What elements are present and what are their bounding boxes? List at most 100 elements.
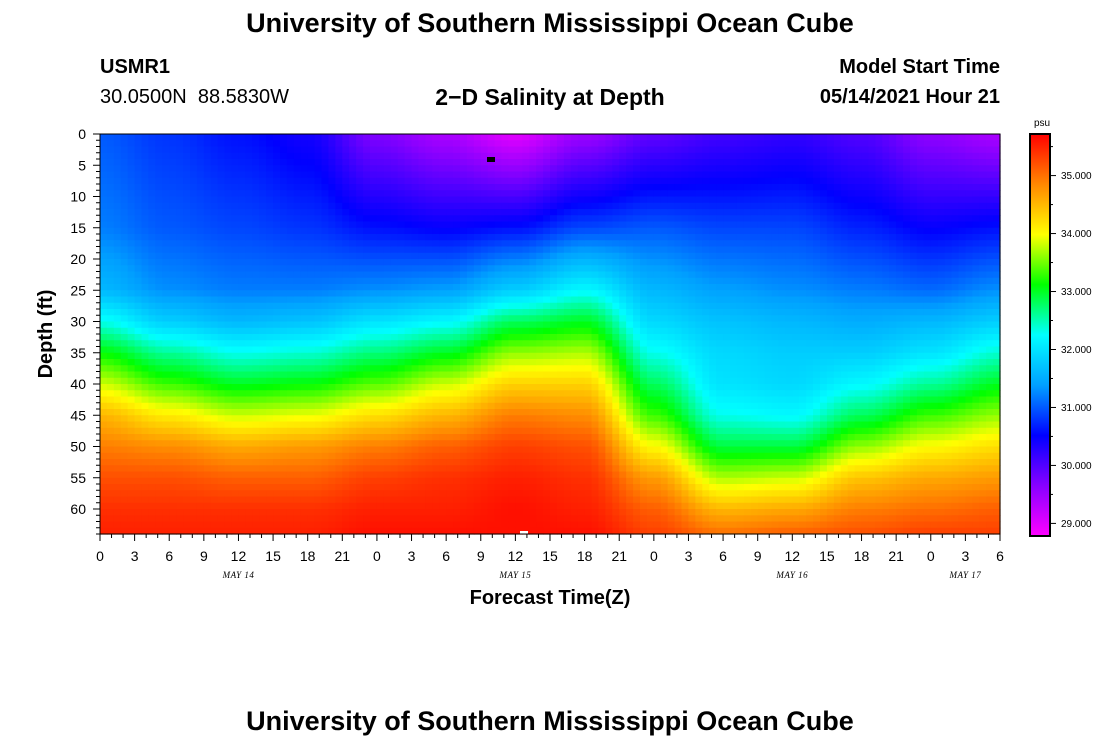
heatmap-cell <box>612 290 620 298</box>
heatmap-cell <box>411 284 420 291</box>
heatmap-cell <box>217 471 226 479</box>
heatmap-cell <box>390 502 399 510</box>
heatmap-cell <box>473 196 482 204</box>
heatmap-cell <box>563 409 572 416</box>
heatmap-cell <box>328 277 336 285</box>
heatmap-cell <box>100 146 108 154</box>
heatmap-cell <box>487 409 496 416</box>
heatmap-cell <box>556 265 565 273</box>
heatmap-cell <box>480 334 489 341</box>
heatmap-cell <box>584 271 593 279</box>
heatmap-cell <box>113 146 122 154</box>
heatmap-cell <box>598 527 606 535</box>
heatmap-cell <box>363 227 371 235</box>
heatmap-cell <box>155 484 163 491</box>
heatmap-cell <box>196 427 205 435</box>
heatmap-cell <box>619 390 627 398</box>
heatmap-cell <box>134 240 143 248</box>
heatmap-cell <box>487 477 496 485</box>
heatmap-cell <box>529 502 537 510</box>
heatmap-cell <box>328 440 336 448</box>
heatmap-cell <box>584 202 593 210</box>
heatmap-cell <box>224 390 233 398</box>
heatmap-cell <box>307 252 316 260</box>
heatmap-cell <box>259 184 267 191</box>
heatmap-cell <box>342 227 350 235</box>
heatmap-cell <box>383 377 392 385</box>
heatmap-cell <box>286 234 295 241</box>
heatmap-cell <box>598 309 606 316</box>
heatmap-cell <box>155 409 163 416</box>
heatmap-cell <box>543 140 551 148</box>
heatmap-cell <box>543 284 551 291</box>
heatmap-cell <box>550 471 558 479</box>
heatmap-cell <box>293 159 302 166</box>
heatmap-cell <box>100 434 108 441</box>
heatmap-cell <box>224 421 233 429</box>
heatmap-cell <box>522 177 530 185</box>
heatmap-cell <box>397 440 406 448</box>
heatmap-cell <box>508 502 516 510</box>
heatmap-cell <box>217 502 226 510</box>
heatmap-cell <box>342 209 350 216</box>
heatmap-cell <box>522 252 530 260</box>
heatmap-cell <box>176 359 184 366</box>
heatmap-cell <box>473 271 482 279</box>
heatmap-cell <box>141 340 150 348</box>
heatmap-cell <box>411 446 420 454</box>
heatmap-cell <box>584 415 593 423</box>
heatmap-cell <box>155 290 163 298</box>
heatmap-cell <box>100 465 108 473</box>
heatmap-cell <box>280 371 288 379</box>
heatmap-cell <box>155 177 163 185</box>
heatmap-cell <box>404 477 413 485</box>
heatmap-cell <box>550 271 558 279</box>
heatmap-cell <box>570 321 579 329</box>
heatmap-cell <box>155 271 163 279</box>
heatmap-cell <box>266 259 274 266</box>
heatmap-cell <box>238 284 246 291</box>
heatmap-cell <box>120 290 129 298</box>
heatmap-cell <box>536 171 544 179</box>
heatmap-cell <box>370 177 378 185</box>
heatmap-cell <box>397 452 406 460</box>
heatmap-cell <box>162 302 170 310</box>
heatmap-cell <box>390 165 399 173</box>
heatmap-cell <box>141 296 150 304</box>
heatmap-cell <box>335 190 343 198</box>
heatmap-cell <box>328 146 336 154</box>
heatmap-cell <box>176 340 184 348</box>
heatmap-cell <box>217 177 226 185</box>
heatmap-cell <box>224 209 233 216</box>
heatmap-cell <box>356 346 364 354</box>
heatmap-cell <box>356 465 364 473</box>
heatmap-cell <box>127 409 136 416</box>
heatmap-cell <box>418 171 426 179</box>
heatmap-cell <box>577 296 586 304</box>
heatmap-cell <box>273 521 281 529</box>
heatmap-cell <box>432 265 440 273</box>
heatmap-cell <box>556 402 565 410</box>
heatmap-cell <box>134 471 143 479</box>
heatmap-cell <box>266 490 274 498</box>
heatmap-cell <box>217 434 226 441</box>
heatmap-cell <box>439 134 447 141</box>
heatmap-cell <box>591 471 600 479</box>
heatmap-cell <box>300 490 309 498</box>
heatmap-cell <box>563 265 572 273</box>
heatmap-cell <box>584 134 593 141</box>
heatmap-cell <box>508 215 516 223</box>
heatmap-cell <box>203 240 212 248</box>
heatmap-cell <box>480 402 489 410</box>
heatmap-cell <box>293 240 302 248</box>
heatmap-cell <box>217 152 226 160</box>
heatmap-cell <box>363 496 371 504</box>
heatmap-cell <box>245 459 253 466</box>
heatmap-cell <box>127 452 136 460</box>
heatmap-cell <box>113 265 122 273</box>
heatmap-cell <box>383 427 392 435</box>
heatmap-cell <box>473 477 482 485</box>
heatmap-cell <box>425 340 433 348</box>
heatmap-cell <box>529 209 537 216</box>
heatmap-cell <box>536 321 544 329</box>
